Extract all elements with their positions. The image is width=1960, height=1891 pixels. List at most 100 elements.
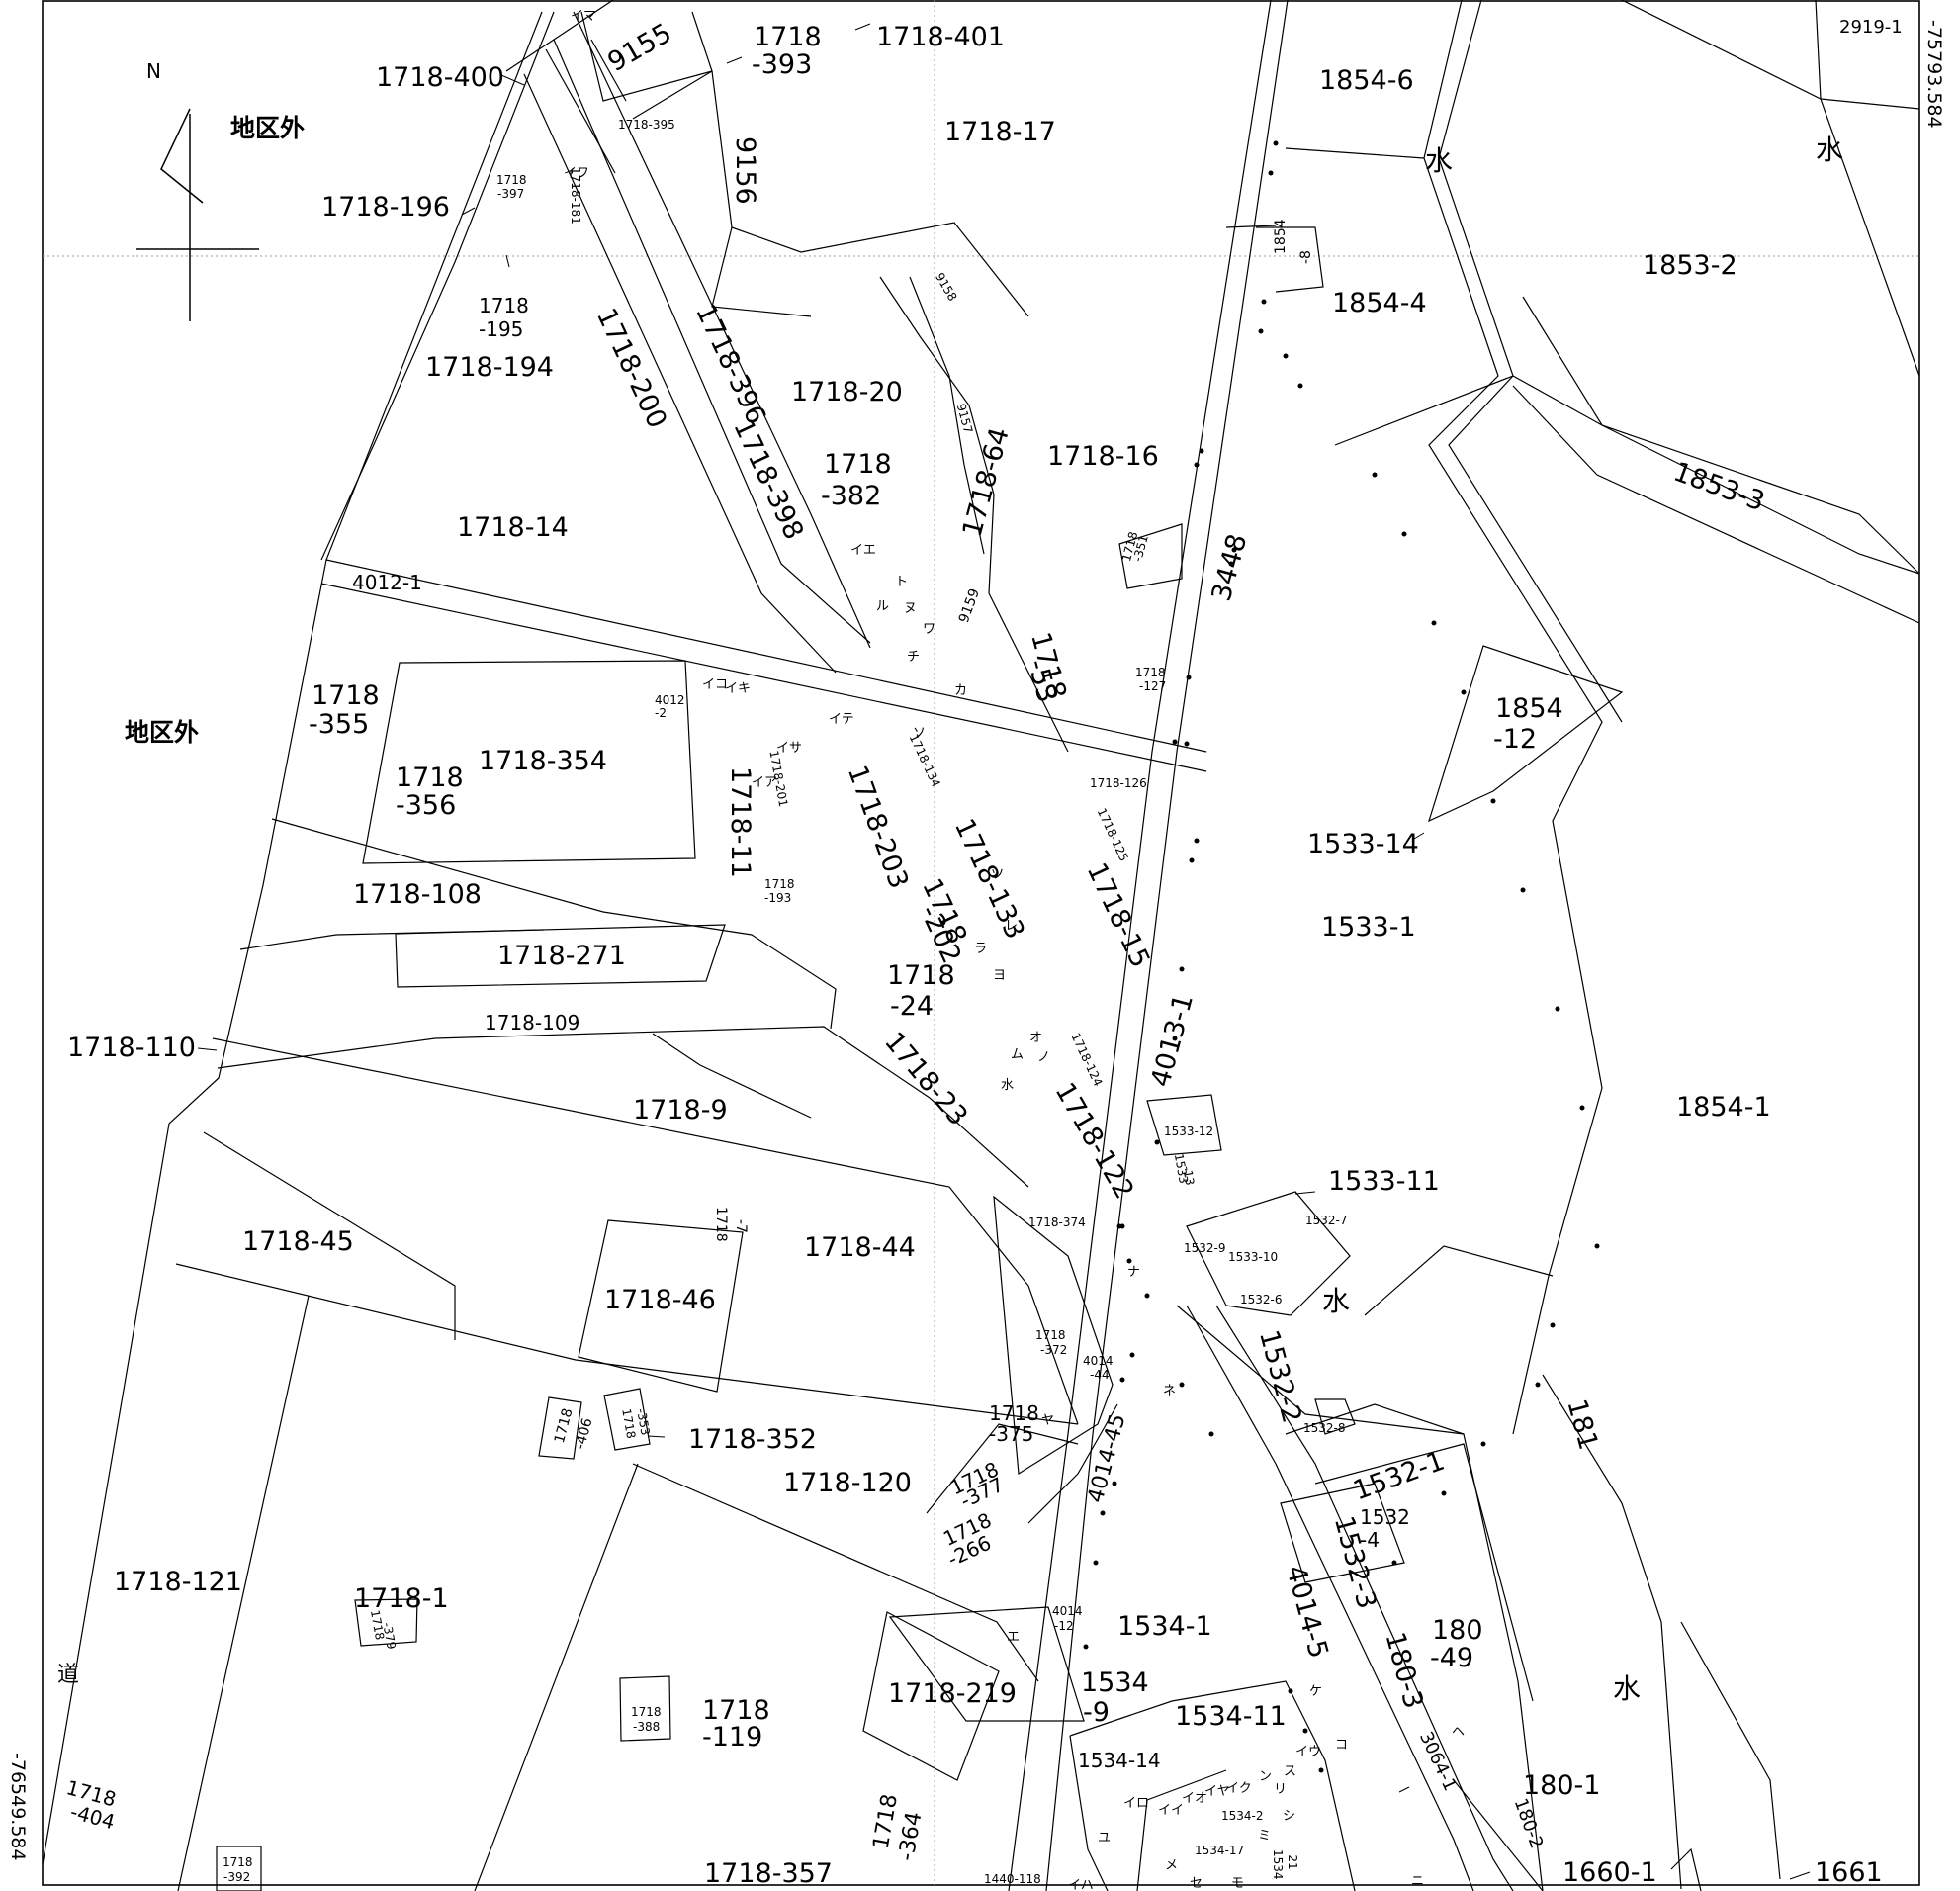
svg-text:オ: オ (1029, 1031, 1042, 1045)
parcel-label: 1718-108 (353, 879, 482, 910)
parcel-label: 4014 (1052, 1604, 1083, 1618)
parcel-label: 1533-10 (1228, 1250, 1278, 1264)
parcel-label: 1718-194 (425, 352, 554, 383)
parcel-label: 1718-357 (704, 1858, 833, 1889)
parcel-label: 1718-46 (604, 1285, 716, 1315)
svg-text:イエ: イエ (850, 543, 876, 558)
svg-text:イサ: イサ (776, 741, 802, 756)
parcel-label: 1718 (1035, 1328, 1066, 1342)
parcel-label: 1718-374 (1028, 1216, 1086, 1229)
parcel-label: 180 (1432, 1615, 1483, 1646)
parcel-label: 1718-354 (479, 746, 607, 776)
water-label: 水 (1425, 144, 1453, 177)
svg-text:ヌ: ヌ (904, 601, 917, 616)
svg-text:ノ: ノ (1037, 1050, 1050, 1065)
svg-text:イオ: イオ (1182, 1791, 1207, 1806)
parcel-label: -195 (479, 317, 523, 341)
parcel-label: -351 (1130, 533, 1151, 563)
svg-text:コ: コ (1335, 1738, 1348, 1753)
svg-text:ワ: ワ (923, 622, 935, 637)
svg-text:カ: カ (954, 683, 967, 698)
parcel-label: -393 (752, 49, 812, 80)
parcel-label: 1440-118 (984, 1872, 1041, 1886)
parcel-label: 1534-2 (1221, 1809, 1264, 1823)
svg-text:ユ: ユ (1098, 1831, 1111, 1846)
svg-text:イロ: イロ (1123, 1796, 1149, 1811)
svg-text:イイ: イイ (1158, 1803, 1184, 1818)
parcel-label: 4012-1 (352, 571, 422, 594)
parcel-label: 1718 (1135, 666, 1166, 679)
svg-text:ナ: ナ (1127, 1265, 1140, 1280)
coord-bottom-left: -76549.584 (7, 1753, 29, 1861)
parcel-label: 9159 (956, 586, 983, 625)
svg-text:イマ: イマ (571, 9, 596, 24)
svg-text:モ: モ (1231, 1876, 1244, 1891)
parcel-label: -406 (573, 1416, 596, 1451)
outside-district-label: 地区外 (230, 114, 305, 142)
parcel-label: 1532-1 (1349, 1446, 1448, 1507)
parcel-label: 9155 (603, 18, 677, 78)
parcel-label: 1533-14 (1307, 829, 1419, 859)
parcel-label: -119 (702, 1722, 762, 1753)
parcel-label: -49 (1430, 1643, 1473, 1673)
svg-text:イヤ: イヤ (1204, 1784, 1230, 1799)
parcel-label: -397 (497, 187, 524, 201)
parcel-label: -8 (1298, 250, 1314, 264)
parcel-label: 1718 (631, 1705, 662, 1719)
parcel-boundaries (42, 0, 1920, 1891)
parcel-label: 1718-23 (878, 1027, 973, 1131)
parcel-label: 1718 (496, 173, 527, 187)
parcel-label: 1854-1 (1676, 1092, 1771, 1123)
parcel-label: -379 (380, 1621, 399, 1650)
parcel-label: 1718 (223, 1855, 253, 1869)
parcel-label: 1854 (1495, 693, 1563, 724)
svg-text:ツ: ツ (991, 867, 1004, 882)
outside-district-label: 地区外 (125, 718, 199, 747)
parcel-label: 9156 (730, 136, 760, 205)
parcel-label: -355 (309, 709, 369, 740)
svg-text:ラ: ラ (974, 942, 987, 956)
parcel-label: 1534-11 (1175, 1701, 1287, 1732)
parcel-label: 1718-1 (354, 1583, 449, 1614)
parcel-label: 4013-1 (1145, 991, 1200, 1090)
parcel-label: 1718 (702, 1695, 770, 1726)
parcel-label: 1718 (479, 294, 529, 317)
svg-text:シ: シ (1283, 1809, 1295, 1824)
parcel-label: 180-2 (1510, 1795, 1548, 1850)
svg-text:イウ: イウ (1295, 1745, 1321, 1759)
parcel-label: 181 (1560, 1396, 1603, 1454)
parcel-label: 1718 (396, 763, 464, 793)
parcel-label: 1718-352 (688, 1424, 817, 1455)
svg-text:ミ: ミ (1258, 1829, 1271, 1844)
parcel-label: 1533 (1172, 1152, 1191, 1185)
parcel-label: 1718-401 (876, 22, 1005, 52)
parcel-label: -353 (634, 1407, 653, 1436)
svg-text:メ: メ (1165, 1858, 1178, 1873)
water-label: 水 (1613, 1672, 1641, 1705)
parcel-label: 1718-120 (783, 1468, 912, 1498)
leader-arrows (197, 23, 1811, 1880)
parcel-label: 4012 (655, 693, 685, 707)
parcel-label: 4014 (1083, 1354, 1114, 1368)
parcel-label: -364 (894, 1810, 927, 1863)
parcel-label: 1718-16 (1047, 441, 1159, 472)
parcel-label: 1718-109 (485, 1011, 579, 1035)
parcel-label: -392 (223, 1870, 250, 1884)
parcel-label: 1718-196 (321, 192, 450, 223)
parcel-label: 1854 (1273, 219, 1289, 254)
svg-text:ソ: ソ (913, 726, 926, 741)
parcel-label: -7 (733, 1219, 749, 1233)
parcel-label: 1718-122 (1049, 1078, 1140, 1205)
parcel-label: -12 (1054, 1619, 1074, 1633)
parcel-label: 1718-14 (457, 512, 569, 543)
svg-text:イテ: イテ (829, 712, 854, 727)
parcel-label: -388 (633, 1720, 660, 1734)
svg-text:イフ: イフ (564, 166, 589, 181)
parcel-label: 1718-15 (1081, 858, 1156, 972)
parcel-label: 1718-64 (957, 424, 1016, 540)
parcel-label: 1534-14 (1078, 1749, 1161, 1772)
parcel-label: 1718-271 (497, 941, 626, 971)
parcel-label: -356 (396, 790, 456, 821)
parcel-label: 1718 (368, 1609, 387, 1642)
parcel-label: 9158 (933, 270, 959, 303)
